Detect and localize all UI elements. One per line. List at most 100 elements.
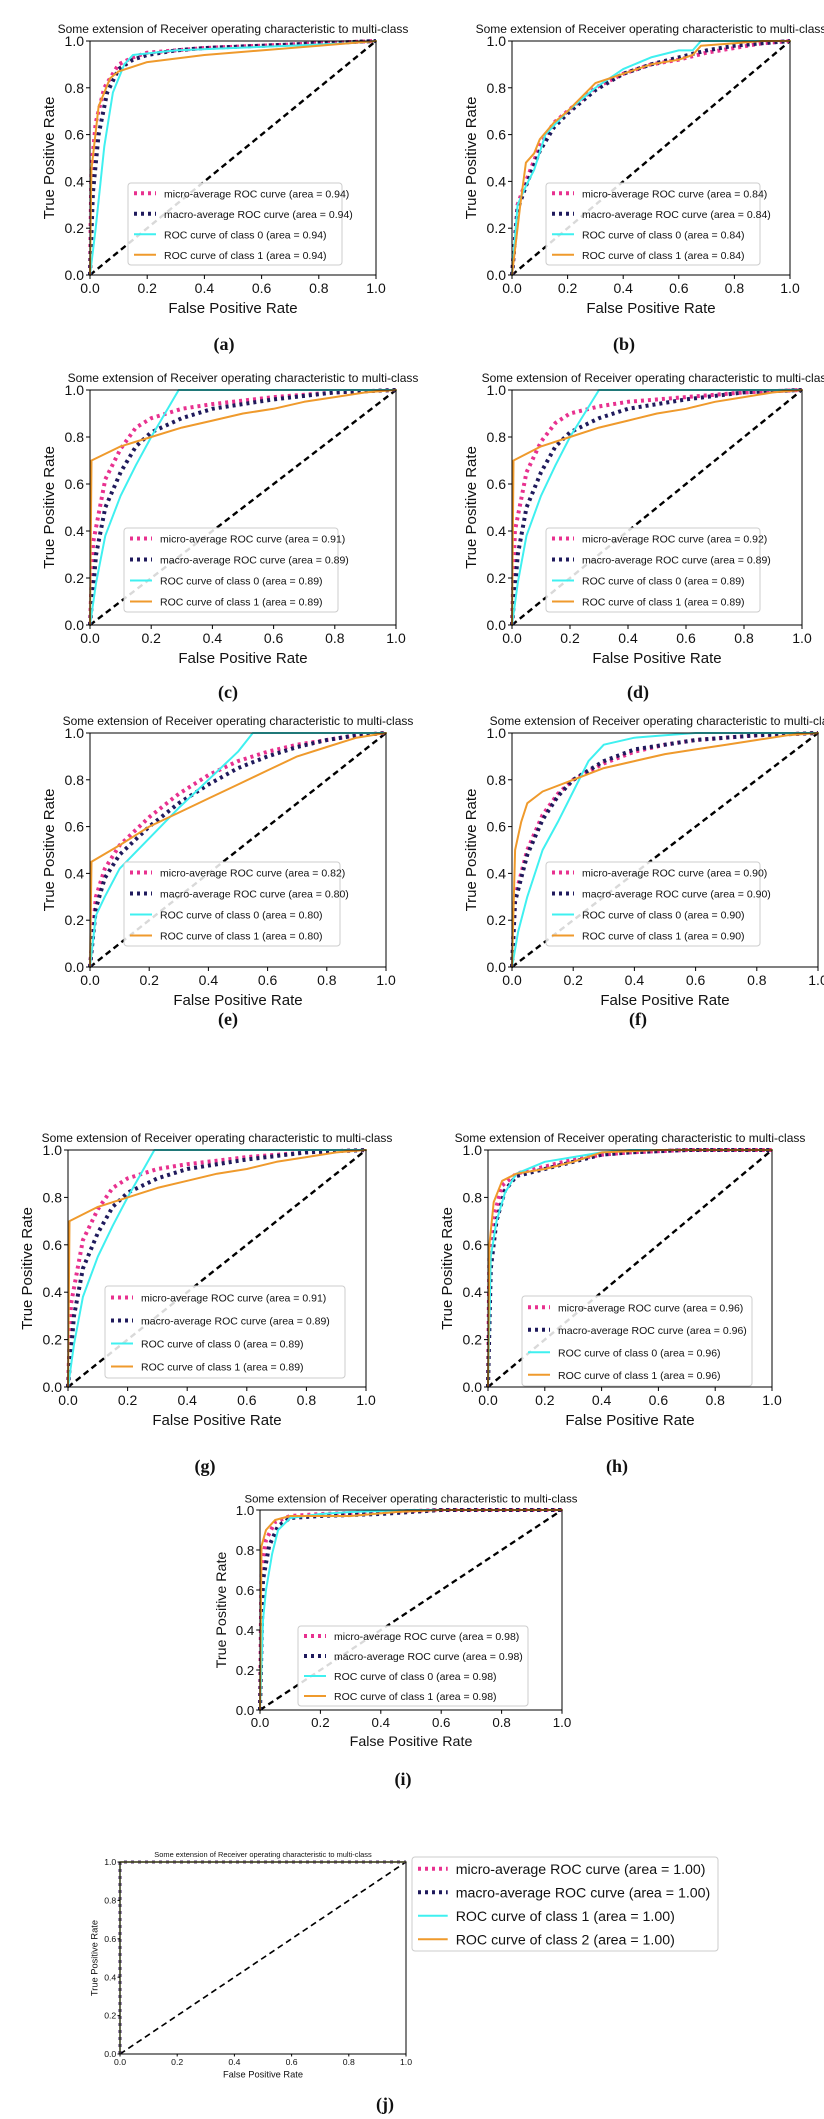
x-axis-label: False Positive Rate <box>350 1734 473 1750</box>
y-tick-label: 0.6 <box>487 819 507 835</box>
legend-entry-label: macro-average ROC curve (area = 0.98) <box>334 1651 523 1663</box>
legend: micro-average ROC curve (area = 0.84) mac… <box>545 182 771 266</box>
y-tick-label: 0.2 <box>65 220 85 236</box>
y-axis-label: True Positive Rate <box>19 1207 36 1330</box>
x-tick-label: 0.8 <box>747 972 767 988</box>
x-axis-label: False Positive Rate <box>592 650 721 667</box>
y-tick-label: 0.4 <box>65 173 85 189</box>
legend-box <box>123 861 341 947</box>
roc-curve-micro <box>66 1148 367 1388</box>
x-tick-label: 0.6 <box>258 972 278 988</box>
roc-curve-micro <box>88 388 397 626</box>
legend-entry-label: ROC curve of class 0 (area = 0.98) <box>334 1671 497 1683</box>
x-tick-label: 0.0 <box>251 1715 270 1730</box>
legend-entry-label: ROC curve of class 0 (area = 0.94) <box>164 229 327 241</box>
plot-frame <box>259 1509 563 1711</box>
legend-entry-label: ROC curve of class 1 (area = 0.89) <box>582 597 745 609</box>
legend: micro-average ROC curve (area = 0.92) mac… <box>545 527 771 613</box>
subfigure-label: (g) <box>195 1456 216 1477</box>
y-axis-label: True Positive Rate <box>41 789 58 912</box>
y-axis-label: True Positive Rate <box>41 97 58 220</box>
y-tick-label: 0.4 <box>487 865 507 881</box>
y-tick-label: 0.0 <box>65 617 85 633</box>
y-tick-label: 0.4 <box>236 1623 255 1638</box>
chance-diagonal-line <box>119 1861 407 2055</box>
y-tick-label: 0.6 <box>43 1237 63 1253</box>
y-tick-label: 1.0 <box>65 33 85 49</box>
chart-title: Some extension of Receiver operating cha… <box>154 1850 372 1859</box>
y-tick-label: 0.2 <box>236 1663 255 1678</box>
x-tick-label: 1.0 <box>386 630 406 646</box>
x-tick-label: 0.8 <box>705 1392 725 1408</box>
x-tick-label: 1.0 <box>780 280 800 296</box>
chart-title: Some extension of Receiver operating cha… <box>455 1131 806 1145</box>
x-axis-label: False Positive Rate <box>565 1412 694 1429</box>
subfigure-label: (c) <box>218 682 238 703</box>
roc-curve-class1 <box>259 1509 563 1711</box>
legend-entry-label: micro-average ROC curve (area = 0.96) <box>558 1302 743 1314</box>
x-tick-label: 0.6 <box>676 630 696 646</box>
plot-frame <box>511 389 803 626</box>
legend-entry-label: macro-average ROC curve (area = 1.00) <box>456 1886 711 1902</box>
x-tick-label: 0.0 <box>502 972 522 988</box>
x-tick-label: 0.2 <box>558 280 578 296</box>
y-tick-label: 0.0 <box>104 2049 116 2059</box>
x-tick-label: 0.2 <box>139 972 159 988</box>
legend: micro-average ROC curve (area = 0.94) mac… <box>127 182 353 266</box>
roc-chart-h: Some extension of Receiver operating cha… <box>439 1131 805 1477</box>
y-tick-label: 1.0 <box>104 1857 116 1867</box>
roc-curve-class0 <box>259 1509 563 1711</box>
y-tick-label: 0.0 <box>65 267 85 283</box>
x-tick-label: 0.4 <box>618 630 638 646</box>
y-tick-label: 0.2 <box>65 570 85 586</box>
legend-entry-label: micro-average ROC curve (area = 0.90) <box>582 868 767 880</box>
y-tick-label: 0.4 <box>65 523 85 539</box>
roc-chart-c: Some extension of Receiver operating cha… <box>41 371 418 703</box>
y-tick-label: 0.8 <box>104 1896 116 1906</box>
legend-entry-label: ROC curve of class 1 (area = 0.94) <box>164 250 327 262</box>
chart-title: Some extension of Receiver operating cha… <box>482 371 824 385</box>
x-tick-label: 0.0 <box>502 280 522 296</box>
y-tick-label: 0.6 <box>65 476 85 492</box>
x-tick-label: 0.8 <box>325 630 345 646</box>
y-tick-label: 1.0 <box>236 1503 255 1518</box>
y-axis-label: True Positive Rate <box>463 446 480 569</box>
y-tick-label: 0.4 <box>487 173 507 189</box>
legend-entry-label: ROC curve of class 0 (area = 0.80) <box>160 910 323 922</box>
plot-frame <box>89 732 387 968</box>
x-tick-label: 0.2 <box>141 630 161 646</box>
x-tick-label: 1.0 <box>792 630 812 646</box>
y-tick-label: 0.2 <box>104 2011 116 2021</box>
legend-entry-label: ROC curve of class 1 (area = 0.84) <box>582 250 745 262</box>
x-tick-label: 0.0 <box>478 1392 498 1408</box>
roc-chart-d: Some extension of Receiver operating cha… <box>463 371 824 703</box>
legend: micro-average ROC curve (area = 0.91) mac… <box>123 527 349 613</box>
legend-entry-label: micro-average ROC curve (area = 0.91) <box>160 534 345 546</box>
legend-entry-label: micro-average ROC curve (area = 1.00) <box>456 1862 706 1878</box>
x-axis-label: False Positive Rate <box>600 992 729 1009</box>
y-tick-label: 0.6 <box>487 127 507 143</box>
legend-entry-label: ROC curve of class 2 (area = 1.00) <box>456 1933 675 1949</box>
x-tick-label: 0.4 <box>625 972 645 988</box>
y-tick-label: 1.0 <box>487 382 507 398</box>
x-tick-label: 0.6 <box>286 2057 298 2067</box>
legend-box <box>123 527 339 613</box>
roc-curve-class0 <box>89 40 377 276</box>
x-tick-label: 0.4 <box>613 280 633 296</box>
legend-entry-label: micro-average ROC curve (area = 0.82) <box>160 868 345 880</box>
chart-title: Some extension of Receiver operating cha… <box>476 22 824 36</box>
x-tick-label: 0.6 <box>432 1715 451 1730</box>
legend-box <box>545 861 761 947</box>
legend-entry-label: ROC curve of class 1 (area = 1.00) <box>456 1909 675 1925</box>
legend-entry-label: ROC curve of class 0 (area = 0.84) <box>582 229 745 241</box>
legend-entry-label: macro-average ROC curve (area = 0.89) <box>582 555 771 567</box>
roc-curve-macro <box>88 39 377 276</box>
legend-entry-label: ROC curve of class 1 (area = 0.90) <box>582 931 745 943</box>
x-tick-label: 0.8 <box>309 280 329 296</box>
y-tick-label: 1.0 <box>65 725 85 741</box>
subfigure-label: (j) <box>376 2094 394 2115</box>
legend-entry-label: ROC curve of class 1 (area = 0.89) <box>160 597 323 609</box>
y-tick-label: 0.0 <box>487 617 507 633</box>
roc-chart-j: Some extension of Receiver operating cha… <box>90 1850 719 2115</box>
legend-box <box>411 1856 719 1952</box>
